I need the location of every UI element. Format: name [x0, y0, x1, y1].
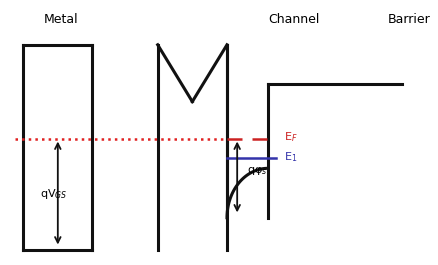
Text: E$_F$: E$_F$: [284, 131, 298, 144]
Text: qV$_{GS}$: qV$_{GS}$: [40, 187, 67, 201]
Text: Channel: Channel: [268, 13, 320, 26]
Text: E$_1$: E$_1$: [284, 150, 297, 164]
Text: Metal: Metal: [43, 13, 78, 26]
Text: Barrier: Barrier: [388, 13, 431, 26]
Text: qφ$_s$: qφ$_s$: [247, 165, 268, 177]
